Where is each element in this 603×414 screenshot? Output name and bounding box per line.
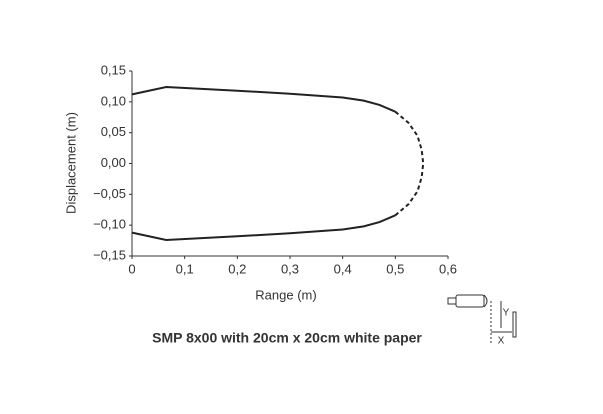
x-tick-label: 0,6 xyxy=(439,261,457,276)
annotation: Y xyxy=(503,308,510,319)
y-tick-label: 0,05 xyxy=(101,124,126,139)
y-tick-label: −0,05 xyxy=(93,186,126,201)
x-tick-label: 0,5 xyxy=(386,261,404,276)
x-axis-label: Range (m) xyxy=(255,287,316,302)
sensor-icon xyxy=(447,294,517,345)
line-series xyxy=(131,85,396,113)
y-tick-label: 0,10 xyxy=(101,93,126,108)
x-tick-label: 0,1 xyxy=(176,261,194,276)
annotation: X xyxy=(498,336,505,347)
chart-title: SMP 8x00 with 20cm x 20cm white paper xyxy=(152,330,422,346)
y-tick-label: 0,15 xyxy=(101,62,126,77)
x-tick-label: 0,4 xyxy=(334,261,352,276)
y-axis-label: Displacement (m) xyxy=(63,112,78,214)
y-tick-label: 0,00 xyxy=(101,155,126,170)
y-tick-label: −0,15 xyxy=(93,247,126,262)
x-tick-label: 0 xyxy=(128,261,135,276)
line-series xyxy=(394,110,425,217)
x-tick-label: 0,3 xyxy=(281,261,299,276)
line-series xyxy=(131,214,396,242)
y-tick-label: −0,10 xyxy=(93,217,126,232)
x-tick-label: 0,2 xyxy=(228,261,246,276)
